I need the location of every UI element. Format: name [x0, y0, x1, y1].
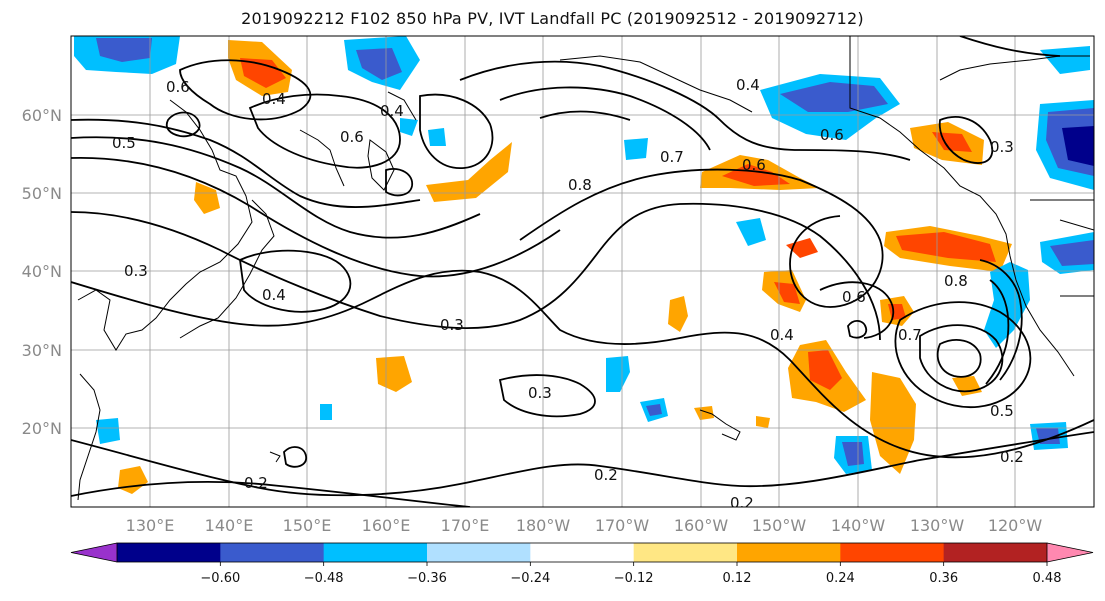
colorbar-tick-label: −0.36	[407, 571, 447, 586]
contour-label: 0.7	[660, 148, 684, 166]
contour-label: 0.6	[820, 126, 844, 144]
contour-label: 0.7	[898, 326, 922, 344]
colorbar-segment	[840, 543, 945, 562]
lon-label: 170°W	[595, 516, 650, 535]
colorbar-tick-label: −0.12	[614, 571, 654, 586]
contour-label: 0.4	[380, 102, 404, 120]
contour-label: 0.4	[736, 76, 760, 94]
colorbar-tick-label: −0.60	[200, 571, 240, 586]
colorbar-tick-label: 0.24	[826, 571, 855, 586]
pc-contours	[71, 36, 1094, 507]
contour-labels: 0.6 0.4 0.5 0.4 0.6 0.7 0.8 0.6 0.6 0.4 …	[112, 76, 1024, 512]
contour-label: 0.3	[528, 384, 552, 402]
colorbar-extend-high	[1047, 543, 1093, 562]
lon-label: 150°E	[283, 516, 332, 535]
contour-label: 0.3	[124, 262, 148, 280]
coastlines	[77, 36, 1094, 501]
contour-label: 0.3	[440, 316, 464, 334]
map-title: 2019092212 F102 850 hPa PV, IVT Landfall…	[241, 9, 864, 28]
colorbar-segment	[943, 543, 1048, 562]
lon-label: 120°W	[988, 516, 1043, 535]
colorbar-segment	[323, 543, 428, 562]
contour-label: 0.6	[842, 288, 866, 306]
lon-label: 170°E	[441, 516, 490, 535]
lat-label: 50°N	[22, 184, 62, 203]
contour-label: 0.5	[990, 402, 1014, 420]
lon-label: 130°E	[126, 516, 175, 535]
lat-label: 20°N	[22, 419, 62, 438]
contour-label: 0.8	[944, 272, 968, 290]
colorbar-ticks: −0.60 −0.48 −0.36 −0.24 −0.12 0.12 0.24 0.36 0.4…	[200, 562, 1062, 586]
colorbar-extend-low	[71, 543, 117, 562]
lon-label: 180°W	[516, 516, 571, 535]
lon-label: 140°E	[205, 516, 254, 535]
contour-label: 0.4	[262, 90, 286, 108]
contour-label: 0.6	[742, 156, 766, 174]
lon-label: 150°W	[752, 516, 807, 535]
lon-label: 160°E	[362, 516, 411, 535]
lon-label: 160°W	[674, 516, 729, 535]
contour-label: 0.2	[244, 474, 268, 492]
map-frame	[70, 35, 1095, 508]
colorbar-segment	[530, 543, 635, 562]
colorbar-tick-label: −0.24	[510, 571, 550, 586]
colorbar-segments	[71, 543, 1093, 562]
contour-label: 0.2	[594, 466, 618, 484]
contour-label: 0.6	[340, 128, 364, 146]
colorbar-tick-label: 0.36	[929, 571, 958, 586]
colorbar-tick-label: 0.12	[723, 571, 752, 586]
negative-shading	[74, 36, 1094, 474]
colorbar-segment	[117, 543, 221, 562]
lon-label: 140°W	[831, 516, 886, 535]
colorbar-segment	[737, 543, 841, 562]
contour-label: 0.5	[112, 134, 136, 152]
lon-label: 130°W	[910, 516, 965, 535]
longitude-labels: 130°E 140°E 150°E 160°E 170°E 180°W 170°…	[126, 516, 1043, 535]
colorbar-segment	[220, 543, 325, 562]
contour-label: 0.6	[166, 78, 190, 96]
lat-label: 30°N	[22, 341, 62, 360]
colorbar-segment	[427, 543, 531, 562]
lat-label: 60°N	[22, 106, 62, 125]
colorbar-tick-label: −0.48	[304, 571, 344, 586]
colorbar-segment	[633, 543, 738, 562]
contour-label: 0.2	[730, 494, 754, 512]
contour-label: 0.2	[1000, 448, 1024, 466]
contour-label: 0.8	[568, 176, 592, 194]
colorbar: −0.60 −0.48 −0.36 −0.24 −0.12 0.12 0.24 0.36 0.4…	[70, 542, 1094, 586]
lat-label: 40°N	[22, 262, 62, 281]
contour-label: 0.3	[990, 138, 1014, 156]
latitude-labels: 60°N 50°N 40°N 30°N 20°N	[22, 106, 62, 438]
contour-label: 0.4	[770, 326, 794, 344]
colorbar-tick-label: 0.48	[1033, 571, 1062, 586]
contour-label: 0.4	[262, 286, 286, 304]
